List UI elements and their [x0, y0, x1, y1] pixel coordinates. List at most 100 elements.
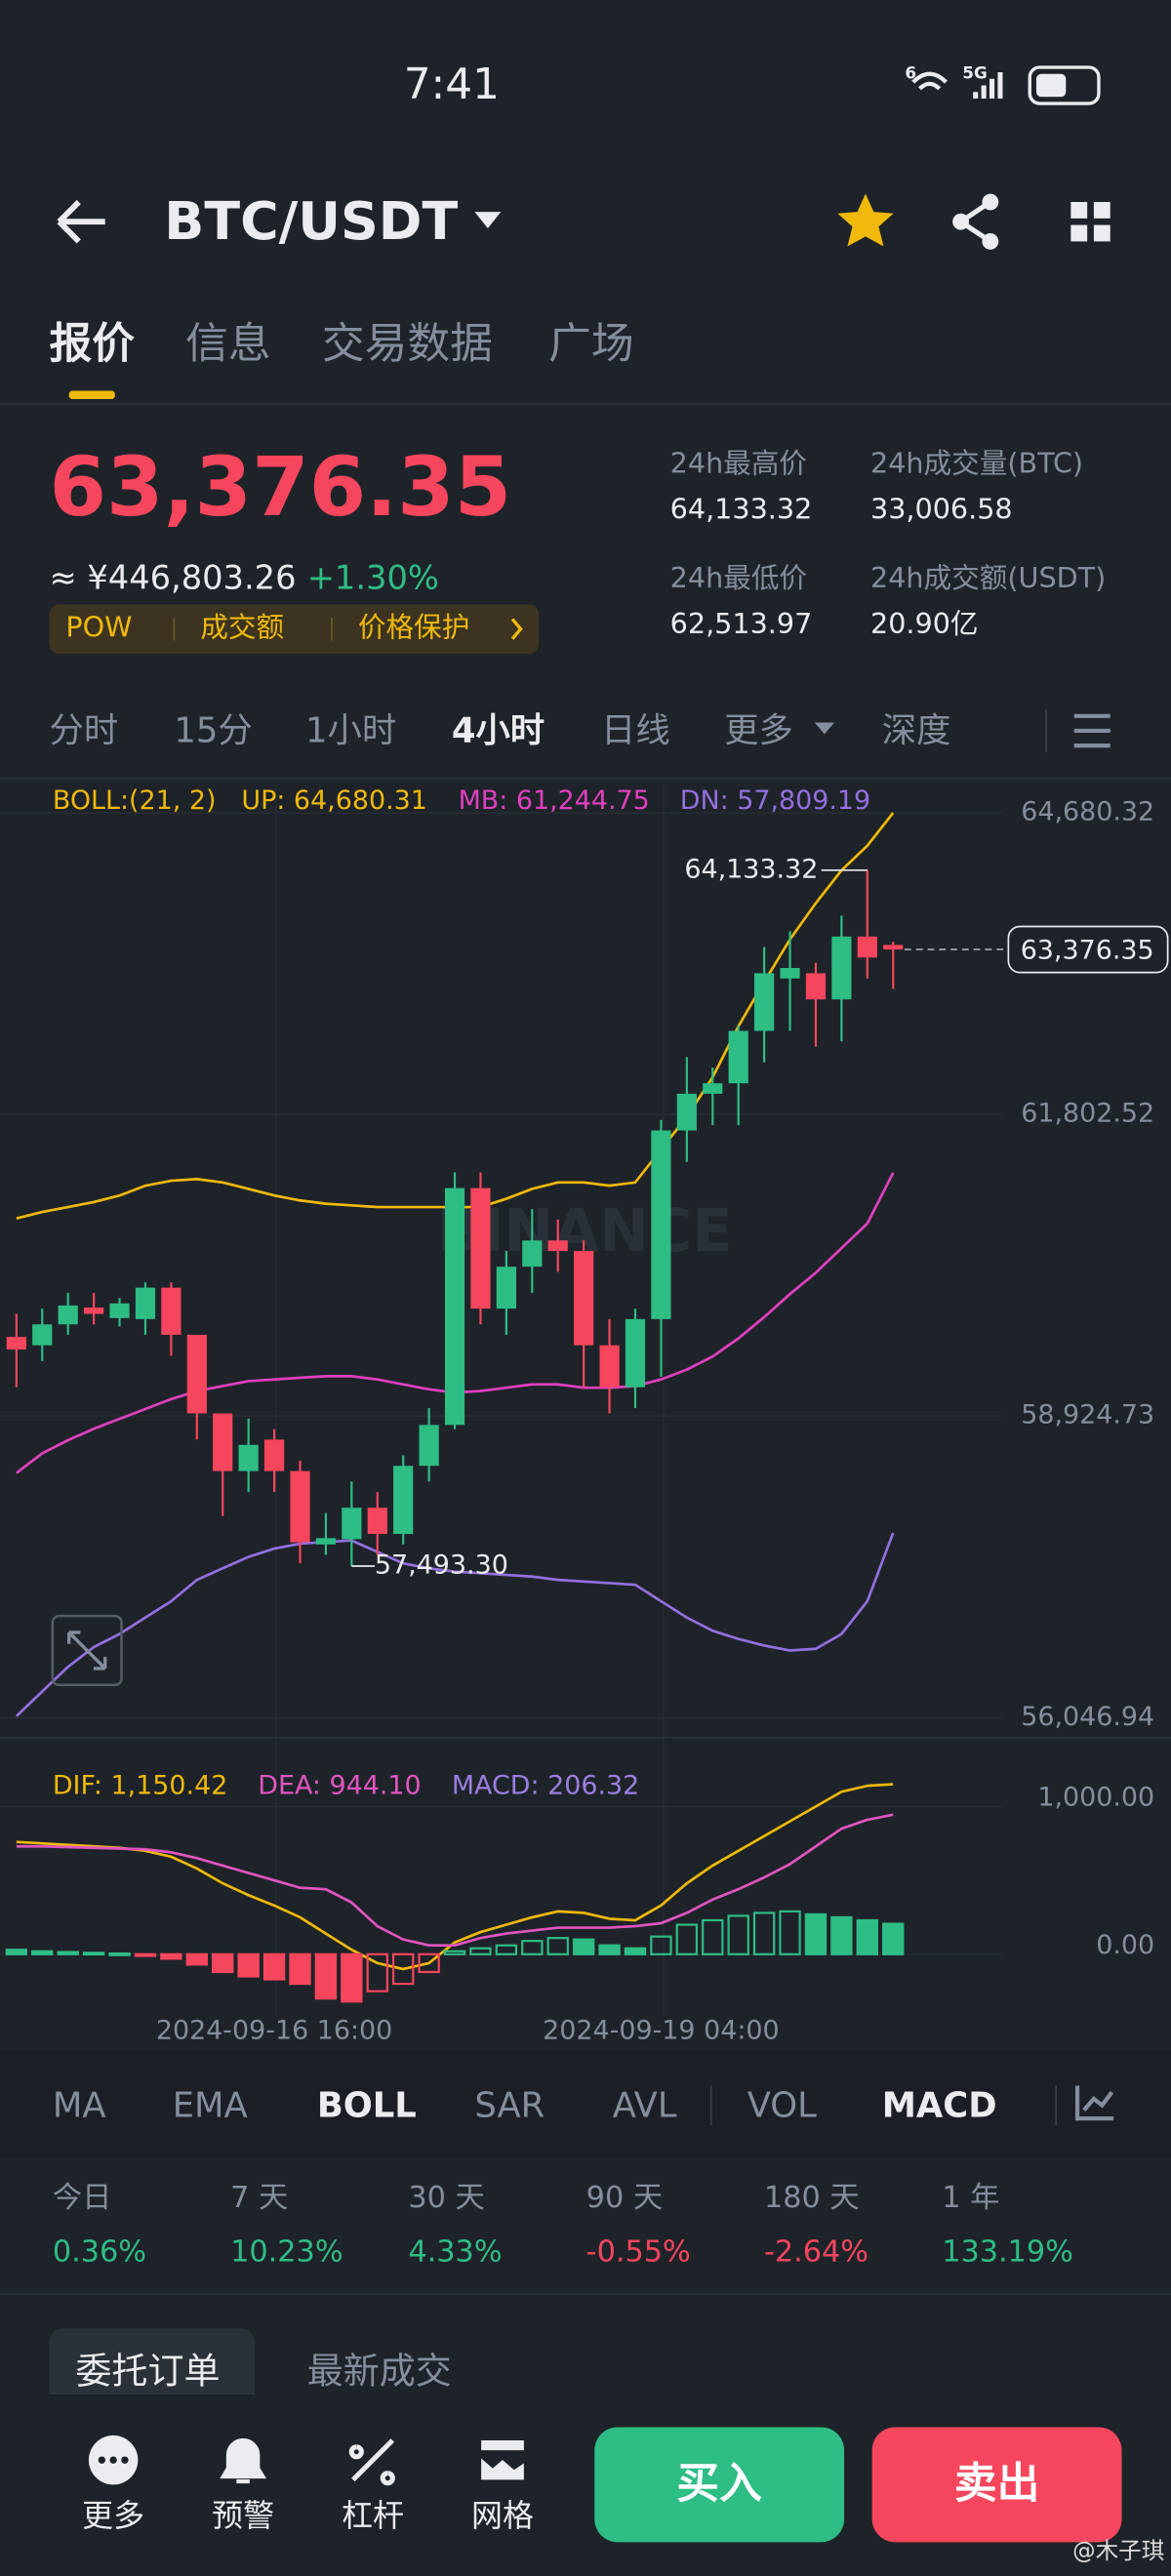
- tag-bar[interactable]: [49, 604, 540, 654]
- macd-bar: [5, 1949, 28, 1955]
- stat-label: 24h成交额(USDT): [870, 561, 1106, 594]
- grid-icon[interactable]: [481, 2439, 524, 2480]
- share-button[interactable]: [952, 193, 999, 250]
- period-label: 今日: [53, 2181, 112, 2215]
- period-change: 4.33%: [408, 2235, 502, 2270]
- candle-body: [367, 1508, 387, 1535]
- more-dropdown[interactable]: [814, 722, 834, 735]
- indicator-tab[interactable]: EMA: [173, 2085, 248, 2125]
- indicator-tab[interactable]: BOLL: [317, 2085, 417, 2125]
- macd-bar: [108, 1952, 131, 1956]
- high-label: 64,133.32: [684, 854, 818, 884]
- pair-dropdown[interactable]: [474, 212, 502, 228]
- period-change: -2.64%: [764, 2235, 868, 2270]
- candle-body: [883, 945, 904, 950]
- price-change: +1.30%: [307, 559, 439, 597]
- tab[interactable]: 广场: [548, 319, 634, 369]
- indicator-tab[interactable]: VOL: [747, 2085, 817, 2125]
- candle-body: [84, 1308, 104, 1314]
- legend-label: MB: 61,244.75: [459, 785, 650, 816]
- indicator-tab[interactable]: AVL: [613, 2085, 677, 2125]
- timeframe[interactable]: 更多: [724, 711, 793, 751]
- macd-bar: [882, 1922, 905, 1955]
- pair-title[interactable]: BTC/USDT: [164, 190, 458, 252]
- tab[interactable]: 交易数据: [322, 319, 493, 369]
- legend-label: UP: 64,680.31: [241, 785, 426, 816]
- indicator-tab[interactable]: MA: [53, 2085, 106, 2125]
- timeframe[interactable]: 日线: [601, 711, 670, 751]
- macd-bar: [443, 1950, 466, 1955]
- macd-line: [16, 1783, 894, 1971]
- timeframe[interactable]: 深度: [882, 711, 951, 751]
- candle-body: [32, 1324, 53, 1346]
- buy-button[interactable]: [594, 2427, 845, 2543]
- indicator-tab[interactable]: MACD: [882, 2085, 997, 2125]
- order-tab[interactable]: 最新成交: [307, 2350, 452, 2392]
- macd-line: [16, 1813, 894, 1948]
- sell-label[interactable]: 卖出: [954, 2459, 1040, 2509]
- tag-chevron: [510, 618, 523, 640]
- macd-bar: [341, 1952, 363, 2003]
- tab[interactable]: 信息: [185, 319, 271, 369]
- tag[interactable]: 成交额: [200, 611, 284, 644]
- x-tick-label: 2024-09-16 16:00: [156, 2015, 392, 2045]
- tag[interactable]: POW: [65, 611, 132, 644]
- stat-value: 62,513.97: [670, 607, 813, 640]
- tag-separator: [173, 617, 333, 641]
- action-label[interactable]: 更多: [82, 2497, 144, 2534]
- macd-bar: [572, 1938, 595, 1955]
- legend-label: DN: 57,809.19: [680, 785, 870, 816]
- candle-body: [599, 1345, 620, 1388]
- action-label[interactable]: 网格: [471, 2497, 534, 2534]
- back-button[interactable]: [57, 199, 105, 244]
- order-tab[interactable]: 委托订单: [75, 2350, 220, 2392]
- last-price-label: 63,376.35: [1021, 935, 1154, 965]
- period-label: 180 天: [764, 2181, 860, 2215]
- macd-bar: [237, 1952, 260, 1978]
- timeframe[interactable]: 分时: [49, 711, 118, 751]
- y-tick-label: 58,924.73: [1021, 1400, 1154, 1430]
- battery: [1028, 65, 1101, 105]
- action-label[interactable]: 杠杆: [342, 2497, 404, 2534]
- period-change: 0.36%: [53, 2235, 146, 2270]
- action-label[interactable]: 预警: [212, 2497, 274, 2534]
- legend-label: DEA: 944.10: [258, 1771, 421, 1801]
- candle-body: [6, 1337, 26, 1350]
- timeframe[interactable]: 4小时: [452, 711, 545, 751]
- alert-icon[interactable]: [220, 2437, 267, 2484]
- macd-bar: [804, 1912, 828, 1955]
- signal-label: 5G: [962, 63, 988, 83]
- tab-underline: [68, 390, 115, 399]
- candle-body: [238, 1444, 259, 1471]
- tab[interactable]: 报价: [49, 319, 135, 369]
- period-change: 10.23%: [230, 2235, 343, 2270]
- favorite-star[interactable]: [837, 193, 894, 247]
- macd-bar: [185, 1952, 208, 1966]
- indicator-tab[interactable]: SAR: [474, 2085, 545, 2125]
- signal-icon: [973, 72, 1003, 99]
- macd-bar: [57, 1951, 79, 1955]
- candle-body: [547, 1240, 568, 1252]
- timeframe[interactable]: 15分: [174, 711, 252, 751]
- tag[interactable]: 价格保护: [358, 611, 469, 644]
- candle-body: [780, 968, 800, 979]
- indicator-settings[interactable]: [1074, 2085, 1114, 2121]
- period-label: 1 年: [942, 2181, 999, 2215]
- chart-settings[interactable]: [1073, 713, 1110, 748]
- last-price: 63,376.35: [49, 439, 511, 535]
- layout-button[interactable]: [1070, 202, 1110, 242]
- macd-bar: [598, 1944, 621, 1955]
- candle-body: [342, 1508, 362, 1540]
- macd-bar: [702, 1918, 724, 1955]
- leverage-icon[interactable]: [348, 2438, 395, 2486]
- stat-label: 24h最高价: [670, 446, 807, 479]
- clock: 7:41: [404, 60, 500, 109]
- order-tab-active[interactable]: [49, 2328, 255, 2415]
- macd-bar: [752, 1912, 776, 1955]
- more-icon[interactable]: [88, 2435, 139, 2485]
- buy-label[interactable]: 买入: [676, 2459, 762, 2509]
- timeframe[interactable]: 1小时: [305, 711, 396, 751]
- expand-button[interactable]: [51, 1614, 123, 1687]
- sell-button[interactable]: [871, 2427, 1122, 2543]
